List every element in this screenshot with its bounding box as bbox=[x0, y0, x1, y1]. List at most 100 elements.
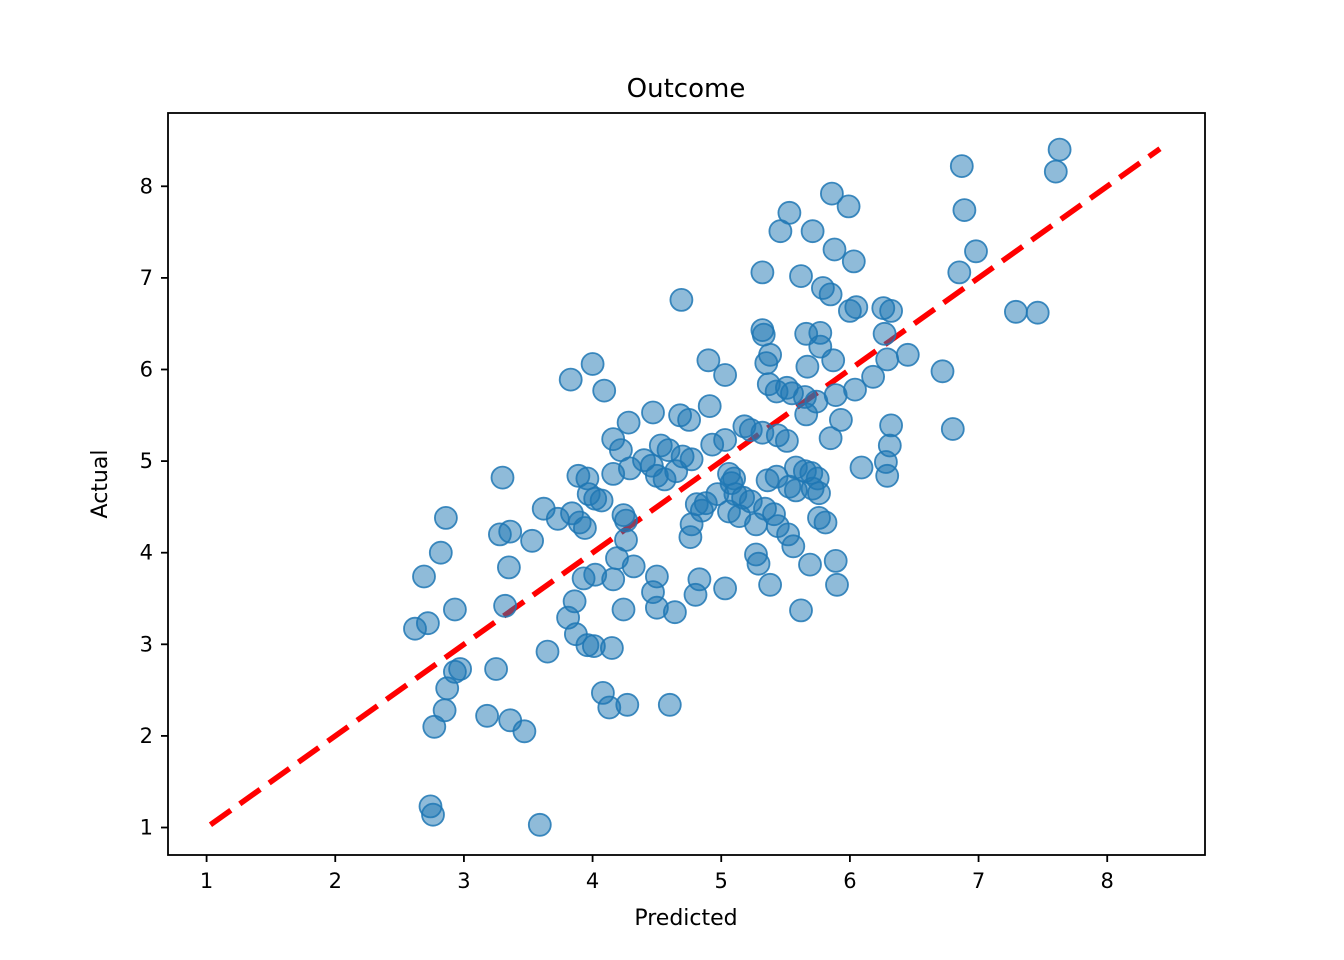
scatter-point bbox=[1047, 137, 1072, 162]
scatter-point bbox=[433, 506, 458, 530]
scatter-point bbox=[838, 298, 862, 323]
scatter-points bbox=[403, 137, 1072, 837]
scatter-point bbox=[669, 287, 694, 312]
scatter-point bbox=[872, 321, 897, 346]
scatter-point bbox=[422, 714, 447, 739]
scatter-point bbox=[795, 354, 820, 379]
scatter-point bbox=[498, 519, 523, 544]
scatter-point bbox=[821, 348, 846, 373]
scatter-point bbox=[621, 554, 646, 579]
scatter-point bbox=[421, 802, 445, 827]
y-axis-label: Actual bbox=[88, 450, 113, 519]
scatter-point bbox=[571, 566, 596, 591]
scatter-point bbox=[829, 407, 853, 432]
scatter-point bbox=[484, 657, 509, 681]
scatter-point bbox=[940, 417, 965, 441]
scatter-point bbox=[822, 237, 847, 262]
scatter-point bbox=[875, 463, 900, 488]
scatter-point bbox=[798, 552, 822, 577]
x-tick-label: 5 bbox=[715, 869, 728, 893]
y-tick-label: 7 bbox=[140, 266, 153, 290]
scatter-point bbox=[823, 549, 848, 573]
scatter-point bbox=[663, 600, 687, 625]
scatter-point bbox=[807, 481, 831, 506]
scatter-point bbox=[751, 322, 776, 347]
scatter-point bbox=[448, 657, 473, 681]
scatter-point bbox=[496, 555, 521, 580]
scatter-point bbox=[713, 363, 737, 387]
scatter-point bbox=[879, 298, 903, 323]
scatter-point bbox=[800, 219, 825, 244]
scatter-point bbox=[412, 564, 436, 589]
scatter-point bbox=[789, 264, 813, 289]
x-axis-label: Predicted bbox=[634, 906, 737, 931]
scatter-point bbox=[677, 407, 701, 432]
scatter-point bbox=[952, 198, 977, 223]
scatter-point bbox=[789, 598, 813, 623]
scatter-point bbox=[825, 572, 849, 597]
scatter-point bbox=[875, 347, 900, 372]
scatter-point bbox=[601, 567, 626, 592]
scatter-point bbox=[768, 219, 793, 244]
axes-spines bbox=[167, 112, 1206, 856]
y-tick-label: 5 bbox=[140, 449, 153, 473]
scatter-point bbox=[512, 719, 537, 744]
scatter-point bbox=[428, 540, 453, 565]
scatter-point bbox=[794, 402, 819, 427]
scatter-point bbox=[1043, 159, 1068, 184]
scatter-point bbox=[1004, 299, 1028, 324]
plot-area bbox=[208, 137, 1162, 837]
scatter-point bbox=[746, 551, 771, 576]
scatter-point bbox=[818, 282, 843, 307]
scatter-point bbox=[744, 512, 768, 537]
y-tick-label: 3 bbox=[140, 632, 153, 656]
identity-line-path bbox=[208, 146, 1162, 828]
scatter-point bbox=[592, 378, 617, 403]
scatter-point bbox=[841, 249, 866, 274]
scatter-point bbox=[580, 352, 605, 376]
scatter-point bbox=[781, 534, 806, 559]
x-tick-label: 2 bbox=[329, 869, 342, 893]
scatter-point bbox=[435, 676, 460, 701]
scatter-point bbox=[813, 510, 838, 535]
chart-title: Outcome bbox=[627, 74, 746, 104]
scatter-point bbox=[818, 426, 843, 451]
scatter-point bbox=[573, 516, 597, 540]
scatter-point bbox=[775, 428, 799, 453]
scatter-point bbox=[683, 582, 708, 607]
scatter-point bbox=[493, 593, 518, 618]
identity-line bbox=[208, 146, 1162, 828]
scatter-point bbox=[641, 400, 665, 425]
scatter-point bbox=[527, 812, 552, 837]
scatter-point bbox=[562, 589, 587, 614]
scatter-point bbox=[930, 359, 955, 384]
x-tick-label: 8 bbox=[1101, 869, 1114, 893]
scatter-point bbox=[758, 572, 782, 597]
scatter-point bbox=[947, 260, 972, 285]
scatter-point bbox=[415, 611, 440, 636]
scatter-point bbox=[1025, 300, 1050, 325]
scatter-point bbox=[754, 351, 779, 376]
y-tick-label: 8 bbox=[140, 174, 153, 198]
x-tick-label: 6 bbox=[843, 869, 856, 893]
scatter-point bbox=[490, 465, 515, 490]
scatter-point bbox=[558, 367, 583, 392]
x-axis-ticks: 1 2 3 4 5 6 7 8 bbox=[200, 855, 1114, 893]
scatter-point bbox=[615, 692, 640, 717]
scatter-point bbox=[697, 394, 722, 419]
scatter-point bbox=[475, 703, 500, 728]
scatter-point bbox=[535, 639, 560, 664]
scatter-point bbox=[700, 432, 725, 457]
scatter-point bbox=[713, 576, 737, 601]
scatter-point bbox=[861, 364, 885, 389]
y-tick-label: 2 bbox=[140, 724, 153, 748]
scatter-point bbox=[820, 181, 844, 206]
scatter-point bbox=[600, 636, 624, 660]
scatter-point bbox=[879, 413, 903, 438]
scatter-point bbox=[895, 342, 920, 367]
scatter-point bbox=[679, 512, 704, 537]
y-tick-label: 1 bbox=[140, 816, 153, 840]
x-tick-label: 7 bbox=[972, 869, 985, 893]
